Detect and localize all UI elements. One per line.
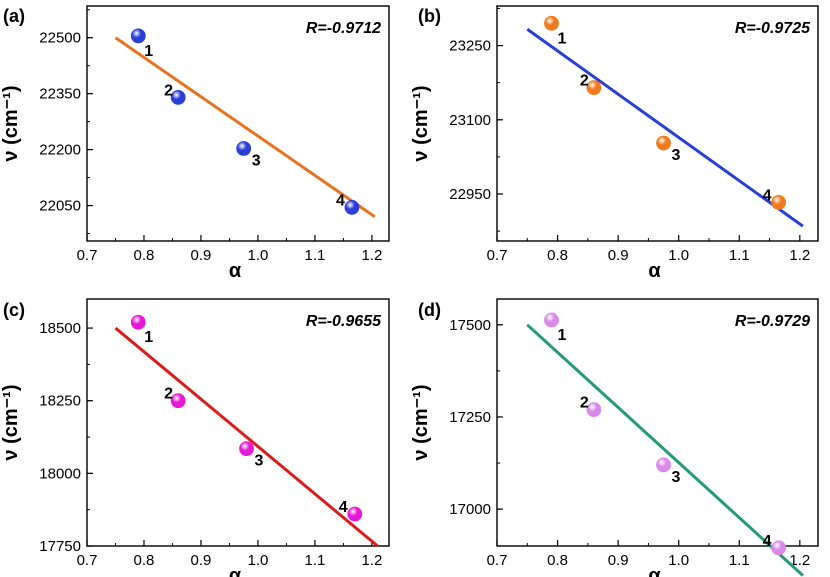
x-tick-label: 1.1: [729, 247, 750, 264]
fit-line: [114, 326, 379, 548]
data-point: [586, 80, 602, 96]
x-tick-label: 0.7: [77, 247, 98, 264]
point-label: 1: [558, 30, 567, 47]
point-label: 4: [763, 533, 772, 550]
y-tick-label: 17500: [449, 317, 491, 334]
data-point: [170, 393, 186, 409]
plot-frame: [86, 5, 390, 242]
x-tick-label: 0.8: [134, 552, 155, 569]
x-tick-label: 1.0: [248, 552, 269, 569]
plot-frame: [496, 5, 819, 242]
data-point: [771, 540, 787, 556]
point-label: 2: [164, 386, 173, 403]
x-tick-label: 1.2: [361, 247, 382, 264]
point-label: 4: [339, 499, 348, 516]
x-axis-label: α: [648, 260, 661, 282]
fit-line: [114, 36, 376, 218]
x-tick-label: 1.1: [729, 552, 750, 569]
y-axis-label: ν (cm⁻¹): [410, 384, 432, 460]
r-annotation: R=-0.9655: [306, 313, 382, 330]
x-tick-label: 0.9: [608, 552, 629, 569]
point-label: 2: [580, 395, 589, 412]
y-tick-label: 17750: [39, 538, 81, 555]
chart-panel-4: 0.7 0.8 0.9 1.0 1.1 1.2 17000 17250 17500 α ν (cm⁻…: [410, 298, 819, 577]
data-point: [586, 402, 602, 417]
x-tick-label: 1.0: [248, 247, 269, 264]
x-tick-label: 0.8: [547, 247, 568, 264]
x-tick-label: 1.2: [789, 247, 810, 264]
data-point: [239, 441, 254, 457]
data-point: [130, 314, 146, 330]
y-tick-label: 18000: [39, 465, 81, 482]
panel-label: (d): [418, 300, 441, 320]
data-point: [544, 312, 559, 328]
point-label: 3: [252, 152, 261, 169]
point-label: 3: [255, 453, 264, 470]
plot-frame: [496, 298, 819, 547]
plot-frame: [86, 298, 390, 547]
r-annotation: R=-0.9712: [306, 20, 381, 37]
y-axis-label: ν (cm⁻¹): [410, 85, 432, 161]
x-tick-label: 0.8: [134, 247, 155, 264]
fit-line: [526, 323, 804, 577]
data-point: [236, 141, 252, 156]
panel-label: (b): [418, 6, 441, 26]
chart-panel-3: 0.7 0.8 0.9 1.0 1.1 1.2 17750 18000 18250 18500 α ν…: [0, 298, 390, 577]
data-point: [656, 135, 671, 151]
x-tick-label: 1.1: [304, 247, 325, 264]
x-tick-label: 0.7: [77, 552, 98, 569]
data-point: [344, 200, 360, 215]
y-axis-label: ν (cm⁻¹): [0, 384, 22, 460]
panel-label: (a): [3, 6, 25, 26]
chart-panel-2: 0.7 0.8 0.9 1.0 1.1 1.2 22950 23100 23250 α ν (cm⁻…: [410, 5, 819, 282]
data-point: [771, 195, 787, 210]
point-label: 3: [672, 147, 681, 164]
x-tick-label: 1.0: [668, 552, 689, 569]
point-label: 3: [672, 469, 681, 486]
data-point: [544, 15, 559, 31]
chart-panel-1: 0.7 0.8 0.9 1.0 1.1 1.2 22050 22200 22350 22500 α ν…: [0, 5, 390, 282]
x-axis-label: α: [229, 565, 242, 577]
y-tick-label: 18500: [39, 320, 81, 337]
x-tick-label: 1.2: [789, 552, 810, 569]
point-label: 1: [144, 43, 153, 60]
panel-label: (c): [3, 300, 25, 320]
fit-line: [526, 28, 804, 228]
r-annotation: R=-0.9729: [735, 313, 810, 330]
point-label: 1: [144, 329, 153, 346]
y-tick-label: 23100: [449, 112, 491, 129]
point-label: 2: [580, 73, 589, 90]
x-axis-label: α: [648, 565, 661, 577]
x-tick-label: 0.7: [487, 247, 508, 264]
y-tick-label: 23250: [449, 38, 491, 55]
x-tick-label: 0.7: [487, 552, 508, 569]
data-point: [656, 457, 671, 473]
point-label: 4: [336, 192, 345, 209]
y-axis-label: ν (cm⁻¹): [0, 85, 22, 161]
x-tick-label: 1.1: [304, 552, 325, 569]
y-tick-label: 22500: [39, 30, 81, 47]
y-tick-label: 17250: [449, 409, 491, 426]
data-point: [130, 28, 146, 44]
y-tick-label: 22350: [39, 86, 81, 103]
r-annotation: R=-0.9725: [735, 20, 811, 37]
x-tick-label: 0.8: [547, 552, 568, 569]
point-label: 4: [763, 187, 772, 204]
y-tick-label: 22950: [449, 186, 491, 203]
x-tick-label: 0.9: [608, 247, 629, 264]
point-label: 2: [164, 82, 173, 99]
x-tick-label: 0.9: [191, 247, 212, 264]
data-point: [347, 506, 363, 522]
y-tick-label: 22050: [39, 198, 81, 215]
data-point: [170, 89, 186, 105]
x-tick-label: 1.2: [361, 552, 382, 569]
y-tick-label: 17000: [449, 501, 491, 518]
y-tick-label: 22200: [39, 142, 81, 159]
y-tick-label: 18250: [39, 393, 81, 410]
x-tick-label: 1.0: [668, 247, 689, 264]
x-axis-label: α: [229, 260, 242, 282]
point-label: 1: [558, 327, 567, 344]
x-tick-label: 0.9: [191, 552, 212, 569]
